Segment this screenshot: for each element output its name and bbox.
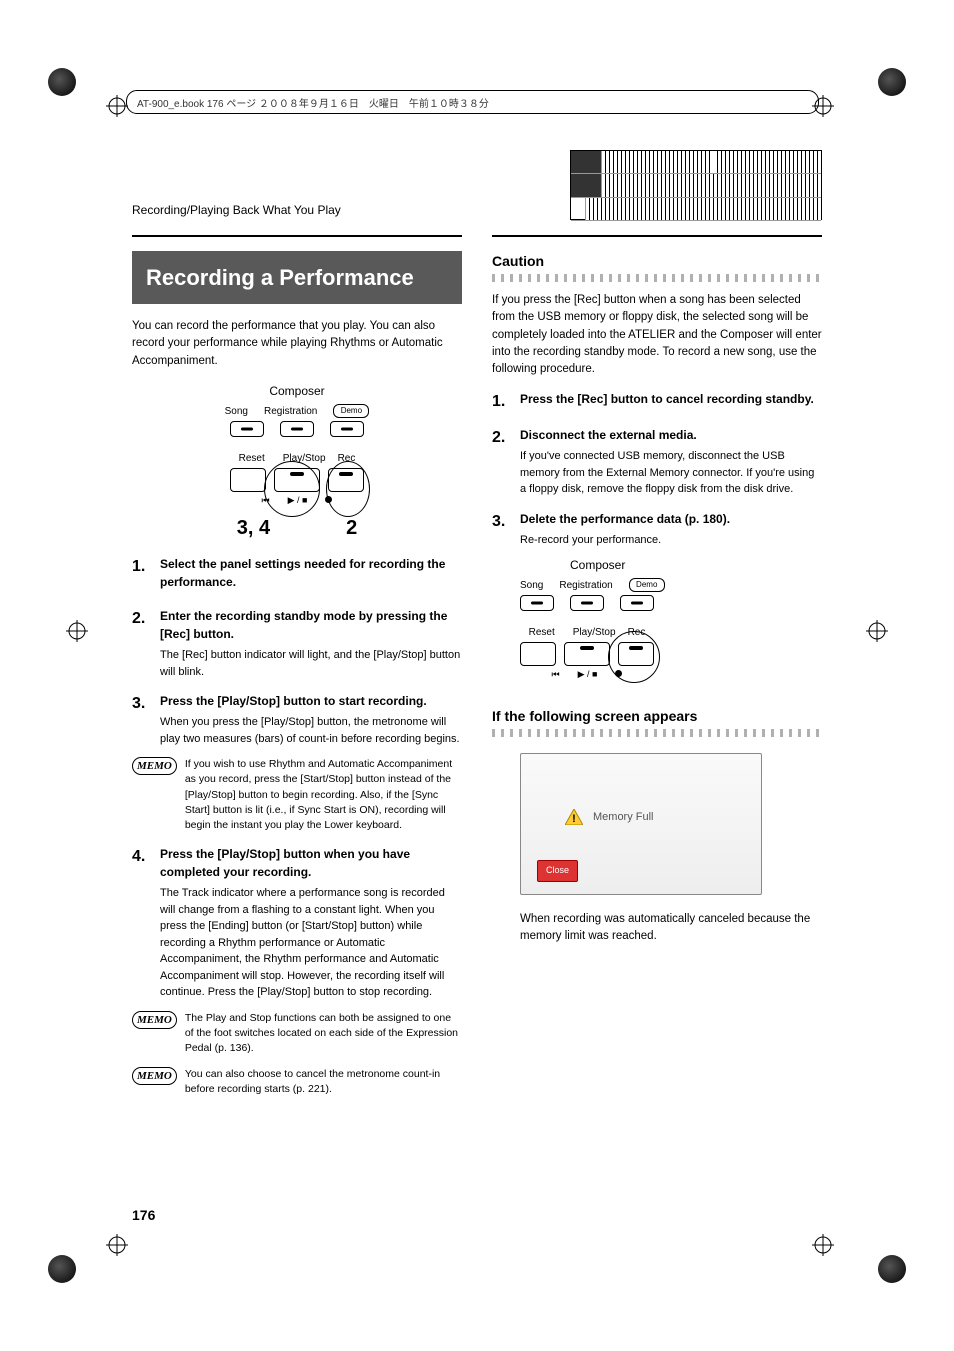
transport-panel: Reset Play/Stop Rec ⏮ ▶ / ■ <box>132 451 462 508</box>
crop-mark-br <box>878 1255 906 1283</box>
playstop-button <box>564 642 610 666</box>
step-title: Disconnect the external media. <box>520 426 822 444</box>
callout-circle-rec <box>326 461 370 517</box>
callout-numbers: 3, 4 2 <box>132 513 462 543</box>
step-number: 2. <box>132 607 152 680</box>
left-column: Recording a Performance You can record t… <box>132 235 462 1231</box>
panel-labels-row: Song Registration Demo <box>520 578 822 593</box>
play-stop-icon: ▶ / ■ <box>578 668 598 682</box>
registration-mark <box>812 1234 834 1256</box>
step-4: 4. Press the [Play/Stop] button when you… <box>132 845 462 1001</box>
page-number: 176 <box>132 1207 155 1223</box>
callout-num-b: 2 <box>346 513 357 543</box>
caution-heading: Caution <box>492 251 822 272</box>
step-text: If you've connected USB memory, disconne… <box>520 448 822 498</box>
registration-mark <box>106 95 128 117</box>
label-registration: Registration <box>264 404 317 419</box>
label-song: Song <box>520 578 543 593</box>
song-button <box>520 595 554 611</box>
reset-button <box>230 468 266 492</box>
label-song: Song <box>225 404 248 419</box>
song-button <box>230 421 264 437</box>
main-heading: Recording a Performance <box>132 251 462 304</box>
screen-mockup: ! Memory Full Close <box>520 753 762 895</box>
composer-label: Composer <box>570 556 822 574</box>
skip-back-icon: ⏮ <box>552 668 560 682</box>
step-number: 1. <box>492 390 512 414</box>
caution-step-2: 2. Disconnect the external media. If you… <box>492 426 822 498</box>
svg-text:!: ! <box>572 813 576 825</box>
label-demo: Demo <box>629 578 665 592</box>
memo-text: The Play and Stop functions can both be … <box>185 1011 462 1057</box>
step-number: 4. <box>132 845 152 1001</box>
step-text: Re-record your performance. <box>520 532 822 549</box>
label-demo: Demo <box>333 404 369 418</box>
header-text: AT-900_e.book 176 ページ ２００８年９月１６日 火曜日 午前１… <box>137 95 489 110</box>
step-text: The [Rec] button indicator will light, a… <box>160 647 462 680</box>
panel-labels-row: Song Registration Demo <box>132 404 462 419</box>
step-title: Enter the recording standby mode by pres… <box>160 607 462 643</box>
product-panel-thumbnail <box>570 150 822 220</box>
callout-circle-rec <box>608 631 660 683</box>
demo-button <box>330 421 364 437</box>
step-number: 3. <box>132 692 152 747</box>
step-title: Select the panel settings needed for rec… <box>160 555 462 591</box>
registration-mark <box>866 620 888 642</box>
intro-text: You can record the performance that you … <box>132 318 462 370</box>
memo-note-1: MEMO If you wish to use Rhythm and Autom… <box>132 757 462 833</box>
step-1: 1. Select the panel settings needed for … <box>132 555 462 595</box>
close-button[interactable]: Close <box>537 860 578 882</box>
label-playstop: Play/Stop <box>573 625 616 640</box>
memo-text: If you wish to use Rhythm and Automatic … <box>185 757 462 833</box>
reset-button <box>520 642 556 666</box>
step-title: Press the [Rec] button to cancel recordi… <box>520 390 822 408</box>
crop-mark-tl <box>48 68 76 96</box>
step-number: 3. <box>492 510 512 549</box>
section-title: Recording/Playing Back What You Play <box>132 203 341 217</box>
registration-mark <box>66 620 88 642</box>
caution-step-1: 1. Press the [Rec] button to cancel reco… <box>492 390 822 414</box>
registration-button <box>570 595 604 611</box>
transport-panel: Reset Play/Stop Rec ⏮ ▶ / ■ <box>520 625 822 682</box>
screen-message-text: Memory Full <box>593 809 654 826</box>
screen-caption: When recording was automatically cancele… <box>520 911 822 946</box>
memo-icon: MEMO <box>132 1067 177 1085</box>
memo-icon: MEMO <box>132 757 177 775</box>
caution-step-3: 3. Delete the performance data (p. 180).… <box>492 510 822 549</box>
registration-mark <box>106 1234 128 1256</box>
memo-note-3: MEMO You can also choose to cancel the m… <box>132 1067 462 1097</box>
dotted-rule <box>492 729 822 737</box>
callout-num-a: 3, 4 <box>237 513 270 543</box>
step-title: Press the [Play/Stop] button when you ha… <box>160 845 462 881</box>
step-number: 1. <box>132 555 152 595</box>
page-header-meta: AT-900_e.book 176 ページ ２００８年９月１６日 火曜日 午前１… <box>126 90 819 114</box>
memo-icon: MEMO <box>132 1011 177 1029</box>
panel-buttons-row <box>132 421 462 437</box>
memo-note-2: MEMO The Play and Stop functions can bot… <box>132 1011 462 1057</box>
label-reset: Reset <box>529 625 555 640</box>
demo-button <box>620 595 654 611</box>
callout-circle-playstop <box>264 461 320 517</box>
registration-button <box>280 421 314 437</box>
step-title: Delete the performance data (p. 180). <box>520 510 822 528</box>
label-registration: Registration <box>559 578 612 593</box>
step-title: Press the [Play/Stop] button to start re… <box>160 692 462 710</box>
step-2: 2. Enter the recording standby mode by p… <box>132 607 462 680</box>
step-3: 3. Press the [Play/Stop] button to start… <box>132 692 462 747</box>
step-number: 2. <box>492 426 512 498</box>
label-reset: Reset <box>239 451 265 466</box>
composer-label: Composer <box>132 382 462 400</box>
screen-heading: If the following screen appears <box>492 706 822 727</box>
panel-buttons-row <box>520 595 822 611</box>
caution-text: If you press the [Rec] button when a son… <box>492 292 822 378</box>
right-column: Caution If you press the [Rec] button wh… <box>492 235 822 1231</box>
step-text: The Track indicator where a performance … <box>160 885 462 1001</box>
step-text: When you press the [Play/Stop] button, t… <box>160 714 462 747</box>
warning-icon: ! <box>565 809 583 825</box>
dotted-rule <box>492 274 822 282</box>
crop-mark-bl <box>48 1255 76 1283</box>
crop-mark-tr <box>878 68 906 96</box>
memo-text: You can also choose to cancel the metron… <box>185 1067 462 1097</box>
